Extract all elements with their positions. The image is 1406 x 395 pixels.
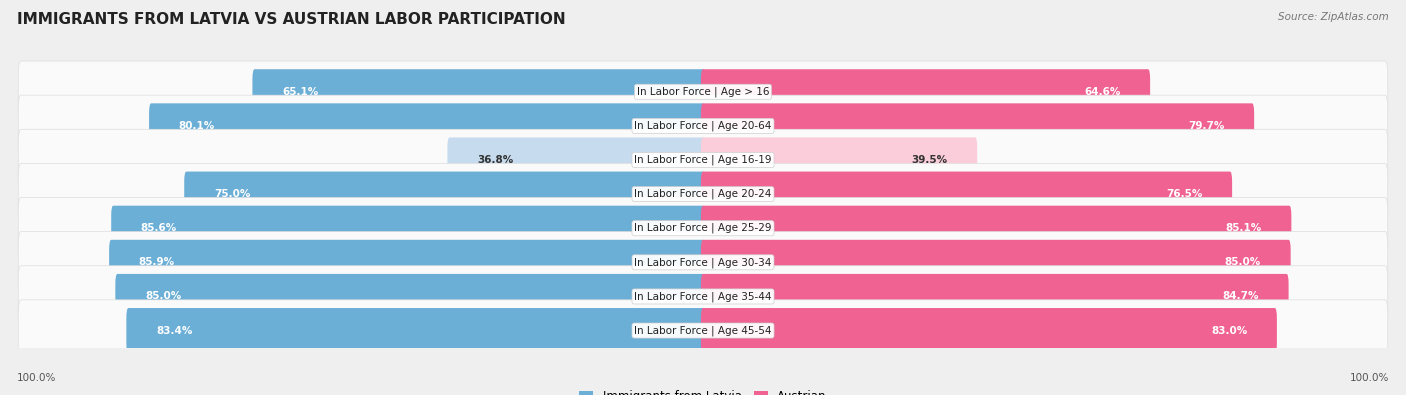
Text: 76.5%: 76.5% — [1166, 189, 1202, 199]
FancyBboxPatch shape — [18, 231, 1388, 293]
FancyBboxPatch shape — [18, 300, 1388, 361]
Text: In Labor Force | Age 35-44: In Labor Force | Age 35-44 — [634, 291, 772, 302]
FancyBboxPatch shape — [702, 274, 1289, 319]
FancyBboxPatch shape — [702, 171, 1232, 216]
Text: In Labor Force | Age 16-19: In Labor Force | Age 16-19 — [634, 155, 772, 165]
Text: 85.0%: 85.0% — [1225, 257, 1261, 267]
FancyBboxPatch shape — [184, 171, 704, 216]
FancyBboxPatch shape — [702, 206, 1291, 251]
Text: 80.1%: 80.1% — [179, 121, 215, 131]
FancyBboxPatch shape — [702, 103, 1254, 149]
Text: 36.8%: 36.8% — [477, 155, 513, 165]
Text: 75.0%: 75.0% — [214, 189, 250, 199]
FancyBboxPatch shape — [702, 308, 1277, 353]
FancyBboxPatch shape — [18, 198, 1388, 259]
Text: 79.7%: 79.7% — [1188, 121, 1225, 131]
Text: 85.9%: 85.9% — [139, 257, 174, 267]
Text: 85.1%: 85.1% — [1226, 223, 1261, 233]
FancyBboxPatch shape — [702, 137, 977, 182]
FancyBboxPatch shape — [110, 240, 704, 285]
FancyBboxPatch shape — [18, 129, 1388, 191]
Text: 65.1%: 65.1% — [283, 87, 318, 97]
Text: 39.5%: 39.5% — [911, 155, 948, 165]
Text: IMMIGRANTS FROM LATVIA VS AUSTRIAN LABOR PARTICIPATION: IMMIGRANTS FROM LATVIA VS AUSTRIAN LABOR… — [17, 12, 565, 27]
Text: In Labor Force | Age 30-34: In Labor Force | Age 30-34 — [634, 257, 772, 267]
FancyBboxPatch shape — [18, 164, 1388, 225]
Text: 83.0%: 83.0% — [1211, 325, 1247, 335]
Text: In Labor Force | Age > 16: In Labor Force | Age > 16 — [637, 87, 769, 97]
FancyBboxPatch shape — [111, 206, 704, 251]
Text: 85.0%: 85.0% — [145, 292, 181, 301]
FancyBboxPatch shape — [447, 137, 704, 182]
FancyBboxPatch shape — [18, 61, 1388, 122]
Text: In Labor Force | Age 25-29: In Labor Force | Age 25-29 — [634, 223, 772, 233]
Text: 84.7%: 84.7% — [1222, 292, 1258, 301]
Text: In Labor Force | Age 45-54: In Labor Force | Age 45-54 — [634, 325, 772, 336]
FancyBboxPatch shape — [115, 274, 704, 319]
Text: Source: ZipAtlas.com: Source: ZipAtlas.com — [1278, 12, 1389, 22]
FancyBboxPatch shape — [127, 308, 704, 353]
Text: 100.0%: 100.0% — [17, 373, 56, 383]
Text: 83.4%: 83.4% — [156, 325, 193, 335]
FancyBboxPatch shape — [18, 95, 1388, 156]
FancyBboxPatch shape — [149, 103, 704, 149]
FancyBboxPatch shape — [253, 69, 704, 114]
FancyBboxPatch shape — [702, 69, 1150, 114]
Text: In Labor Force | Age 20-24: In Labor Force | Age 20-24 — [634, 189, 772, 199]
Legend: Immigrants from Latvia, Austrian: Immigrants from Latvia, Austrian — [575, 385, 831, 395]
FancyBboxPatch shape — [18, 266, 1388, 327]
Text: 85.6%: 85.6% — [141, 223, 177, 233]
Text: 100.0%: 100.0% — [1350, 373, 1389, 383]
FancyBboxPatch shape — [702, 240, 1291, 285]
Text: In Labor Force | Age 20-64: In Labor Force | Age 20-64 — [634, 120, 772, 131]
Text: 64.6%: 64.6% — [1084, 87, 1121, 97]
